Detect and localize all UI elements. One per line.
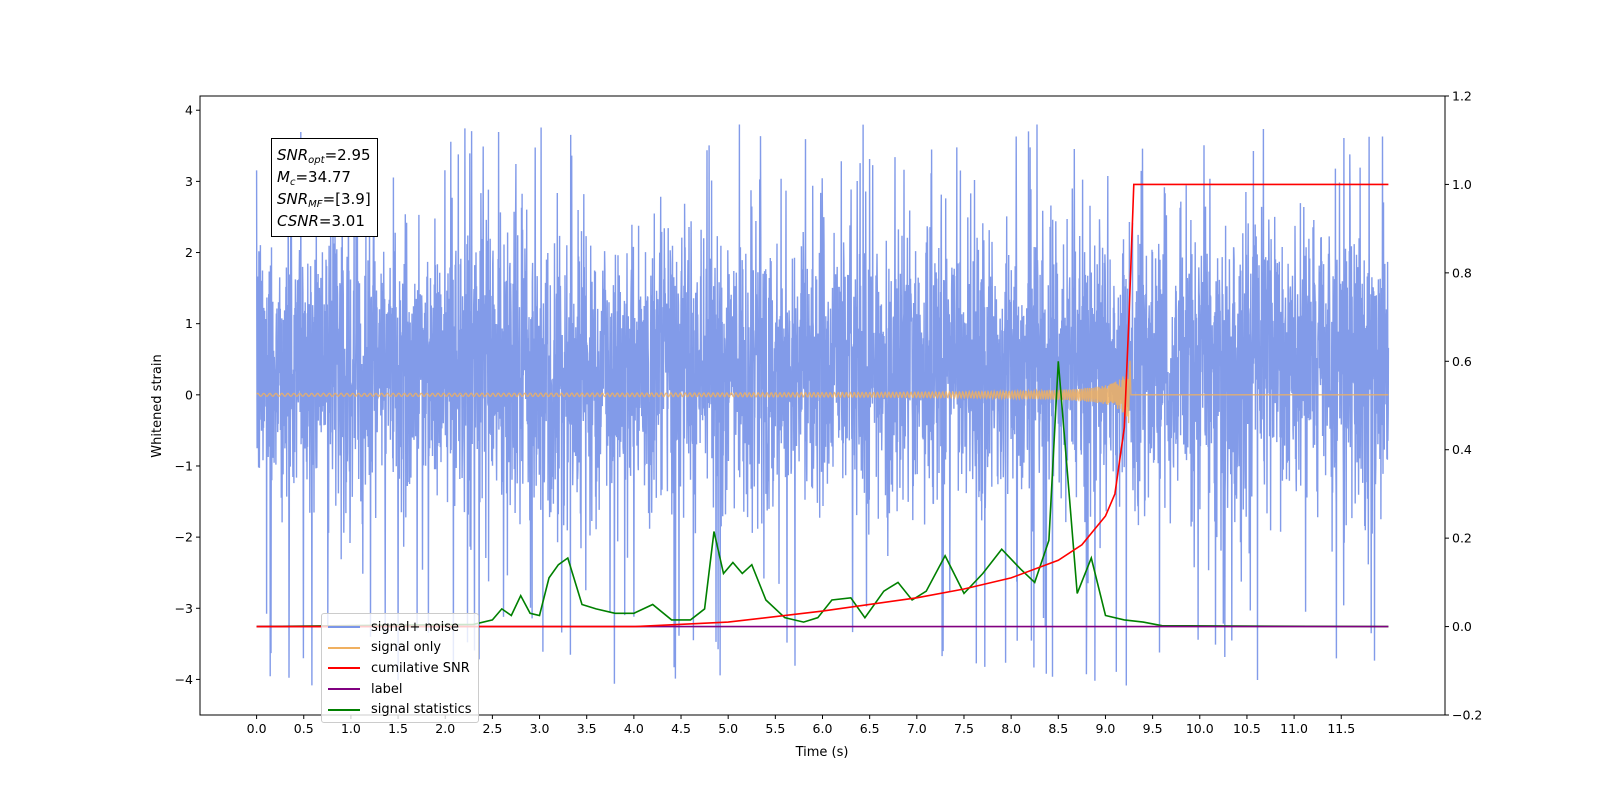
legend-item: cumilative SNR <box>328 658 472 679</box>
x-tick-label: 11.5 <box>1327 721 1355 736</box>
legend-swatch-signal-noise <box>328 626 360 629</box>
legend-label-signal-noise: signal+ noise <box>371 619 460 635</box>
x-tick-label: 8.0 <box>1001 721 1021 736</box>
x-tick-label: 5.0 <box>718 721 738 736</box>
series-signal-noise-line <box>255 124 1390 686</box>
y-right-tick-label: 0.0 <box>1452 619 1472 634</box>
y-right-tick-label: 0.4 <box>1452 442 1472 457</box>
snr-mf-value: =[3.9] <box>322 190 371 208</box>
x-tick-label: 3.5 <box>577 721 597 736</box>
x-tick-label: 10.5 <box>1233 721 1261 736</box>
legend-swatch-signal-only <box>328 646 360 649</box>
x-tick-label: 1.0 <box>341 721 361 736</box>
y-right-tick-label: 0.2 <box>1452 531 1472 546</box>
mc-value: =34.77 <box>295 168 351 186</box>
csnr-line: CSNR=3.01 <box>277 212 365 230</box>
x-tick-label: 0.5 <box>294 721 314 736</box>
annotation-box: SNRopt=2.95 Mc=34.77 SNRMF=[3.9] CSNR=3.… <box>271 138 378 237</box>
y-left-tick-label: 3 <box>185 174 193 189</box>
y-right-tick-label: −0.2 <box>1452 708 1482 723</box>
y-right-tick-label: 0.8 <box>1452 265 1472 280</box>
y-right-tick-label: 1.0 <box>1452 177 1472 192</box>
y-left-tick-label: −3 <box>175 601 193 616</box>
x-tick-label: 4.0 <box>624 721 644 736</box>
snr-mf-line: SNRMF=[3.9] <box>277 190 371 210</box>
x-tick-label: 11.0 <box>1280 721 1308 736</box>
legend-item: signal statistics <box>328 699 472 720</box>
legend-label-label: label <box>371 681 403 697</box>
x-tick-label: 3.0 <box>530 721 550 736</box>
legend-item: signal+ noise <box>328 617 472 638</box>
y-left-tick-label: −1 <box>175 458 193 473</box>
x-tick-label: 7.0 <box>907 721 927 736</box>
series-signal-only-line <box>256 360 1389 424</box>
legend: signal+ noise signal only cumilative SNR… <box>321 613 479 723</box>
mc-line: Mc=34.77 <box>277 168 351 188</box>
x-tick-label: 7.5 <box>954 721 974 736</box>
legend-item: signal only <box>328 638 472 659</box>
x-tick-label: 6.0 <box>813 721 833 736</box>
y-left-tick-label: 1 <box>185 316 193 331</box>
y-left-tick-label: 0 <box>185 387 193 402</box>
legend-swatch-cumulative-snr <box>328 667 360 670</box>
snr-opt-value: =2.95 <box>324 146 371 164</box>
legend-swatch-signal-statistics <box>328 708 360 711</box>
series-signal-statistics-line <box>256 361 1389 628</box>
x-tick-label: 2.5 <box>482 721 502 736</box>
legend-label-signal-statistics: signal statistics <box>371 702 472 718</box>
snr-opt-line: SNRopt=2.95 <box>277 146 371 166</box>
y-right-tick-label: 0.6 <box>1452 354 1472 369</box>
x-tick-label: 10.0 <box>1186 721 1214 736</box>
x-tick-label: 1.5 <box>388 721 408 736</box>
x-tick-label: 0.0 <box>247 721 267 736</box>
y-left-tick-label: 2 <box>185 245 193 260</box>
legend-item: label <box>328 679 472 700</box>
y-right-tick-label: 1.2 <box>1452 89 1472 104</box>
legend-label-signal-only: signal only <box>371 640 442 656</box>
tick-layer: 0.0 0.5 1.0 1.5 2.0 2.5 3.0 3.5 4.0 4.5 5.0 5.5 6.0 6… <box>175 89 1483 737</box>
x-tick-label: 6.5 <box>860 721 880 736</box>
y-left-tick-label: −2 <box>175 530 193 545</box>
x-tick-label: 2.0 <box>435 721 455 736</box>
y-left-tick-label: 4 <box>185 103 193 118</box>
x-tick-label: 8.5 <box>1048 721 1068 736</box>
plot-area <box>255 124 1390 686</box>
x-tick-label: 5.5 <box>765 721 785 736</box>
x-tick-label: 9.0 <box>1096 721 1116 736</box>
x-axis-label: Time (s) <box>795 745 849 760</box>
csnr-value: =3.01 <box>318 212 365 230</box>
series-cumulative-snr-line <box>256 183 1389 628</box>
y-left-tick-label: −4 <box>175 672 193 687</box>
x-tick-label: 9.5 <box>1143 721 1163 736</box>
x-tick-label: 4.5 <box>671 721 691 736</box>
y-axis-label: Whitened strain <box>150 354 165 457</box>
legend-label-cumulative-snr: cumilative SNR <box>371 660 470 676</box>
legend-swatch-label <box>328 688 360 691</box>
